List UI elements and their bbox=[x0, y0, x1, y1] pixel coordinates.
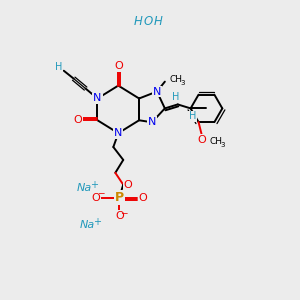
Text: O: O bbox=[73, 115, 82, 125]
Text: −: − bbox=[97, 188, 104, 197]
Text: H: H bbox=[189, 111, 196, 121]
Text: O: O bbox=[114, 61, 123, 71]
Text: N: N bbox=[114, 128, 122, 138]
Text: N: N bbox=[148, 117, 156, 127]
Text: H: H bbox=[154, 15, 162, 28]
Text: Na: Na bbox=[80, 220, 95, 230]
Text: O: O bbox=[124, 180, 133, 190]
Text: O: O bbox=[143, 15, 153, 28]
Text: H: H bbox=[55, 62, 62, 72]
Text: H: H bbox=[134, 15, 142, 28]
Text: 3: 3 bbox=[181, 80, 185, 85]
Text: CH: CH bbox=[209, 137, 222, 146]
Text: −: − bbox=[121, 208, 128, 217]
Text: O: O bbox=[139, 193, 147, 202]
Text: N: N bbox=[93, 94, 102, 103]
Text: +: + bbox=[94, 217, 101, 227]
Text: O: O bbox=[115, 212, 124, 221]
Text: +: + bbox=[91, 180, 98, 190]
Text: O: O bbox=[91, 193, 100, 202]
Text: H: H bbox=[172, 92, 179, 101]
Text: O: O bbox=[197, 135, 206, 145]
Text: 3: 3 bbox=[220, 142, 225, 148]
Text: P: P bbox=[115, 191, 124, 204]
Text: CH: CH bbox=[170, 75, 183, 84]
Text: N: N bbox=[153, 86, 161, 97]
Text: Na: Na bbox=[77, 183, 92, 193]
